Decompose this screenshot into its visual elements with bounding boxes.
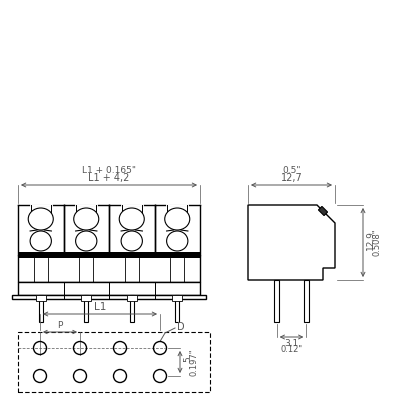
Bar bbox=[39, 295, 43, 322]
Text: 3,1: 3,1 bbox=[284, 339, 299, 348]
Ellipse shape bbox=[121, 231, 142, 251]
Bar bbox=[84, 295, 88, 322]
Text: L1 + 4,2: L1 + 4,2 bbox=[88, 173, 130, 183]
Bar bbox=[12, 295, 206, 299]
Text: 12,7: 12,7 bbox=[280, 173, 303, 183]
Text: 0.197": 0.197" bbox=[190, 348, 199, 376]
Polygon shape bbox=[248, 205, 335, 280]
Bar bbox=[18, 255, 200, 282]
Bar bbox=[274, 280, 279, 322]
Ellipse shape bbox=[30, 231, 51, 251]
Polygon shape bbox=[318, 206, 327, 216]
Bar bbox=[81, 295, 91, 301]
Bar bbox=[36, 295, 46, 301]
Text: 0.508": 0.508" bbox=[372, 229, 382, 256]
Ellipse shape bbox=[28, 208, 53, 230]
Bar bbox=[18, 252, 200, 258]
Text: L1 + 0.165": L1 + 0.165" bbox=[82, 166, 136, 175]
Text: 0.5": 0.5" bbox=[282, 166, 301, 175]
Text: P: P bbox=[57, 321, 63, 330]
Text: L1: L1 bbox=[94, 302, 106, 312]
Ellipse shape bbox=[74, 208, 99, 230]
Ellipse shape bbox=[119, 208, 144, 230]
Ellipse shape bbox=[167, 231, 188, 251]
Text: D: D bbox=[177, 322, 184, 332]
Bar bbox=[18, 282, 200, 295]
Text: 0.12": 0.12" bbox=[280, 346, 303, 354]
Bar bbox=[127, 295, 137, 301]
Bar bbox=[18, 332, 210, 392]
Text: 12,9: 12,9 bbox=[366, 230, 375, 250]
Ellipse shape bbox=[165, 208, 190, 230]
Bar bbox=[304, 280, 309, 322]
Bar bbox=[130, 295, 134, 322]
Ellipse shape bbox=[75, 231, 97, 251]
Text: 5: 5 bbox=[183, 356, 192, 362]
Bar bbox=[175, 295, 179, 322]
Bar bbox=[172, 295, 182, 301]
